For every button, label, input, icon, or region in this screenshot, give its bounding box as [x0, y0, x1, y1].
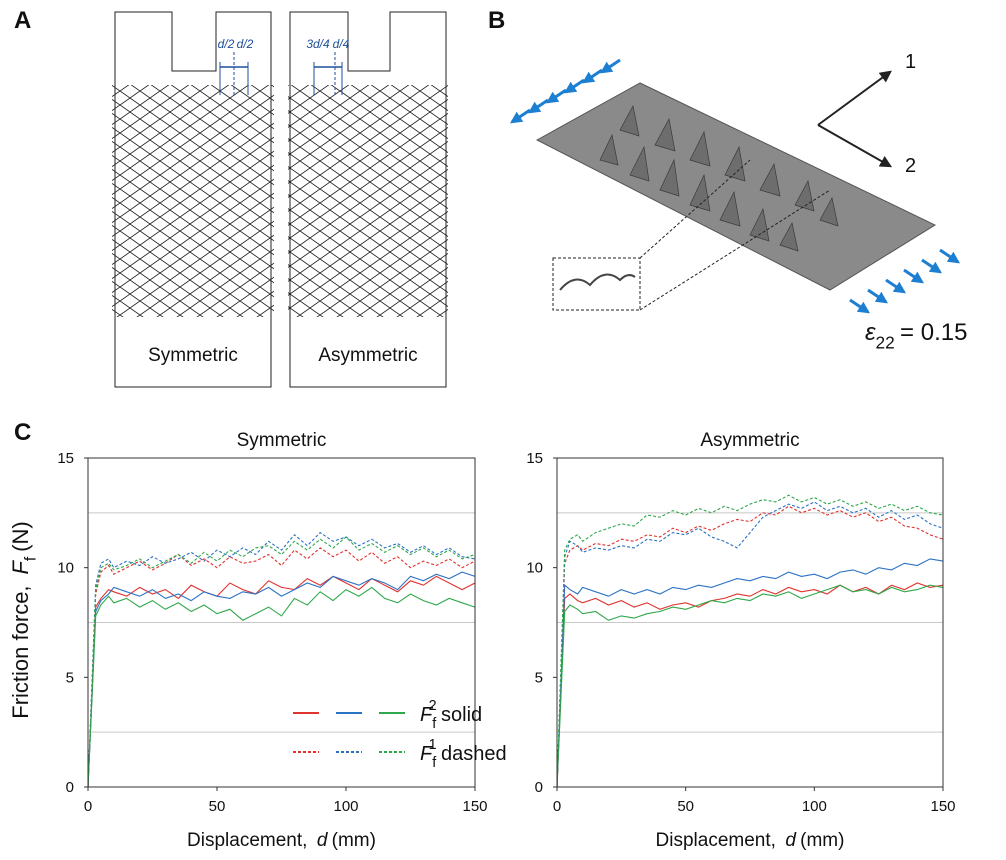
panel-label: C: [14, 419, 31, 446]
x-tick-label: 50: [677, 798, 694, 815]
text-part: = 0.15: [900, 319, 967, 346]
dimension-label: d/2: [237, 37, 254, 51]
y-tick-label: 0: [66, 779, 74, 796]
y-tick-label: 15: [526, 450, 543, 467]
specimen-right: [288, 11, 448, 388]
x-tick-label: 0: [553, 798, 561, 815]
series-line: [87, 536, 476, 788]
chart-title: Asymmetric: [700, 430, 799, 451]
text-part: F: [420, 743, 434, 765]
legend-label: Ff 1 dashed: [420, 737, 507, 771]
scale-mesh: [112, 85, 274, 317]
specimen-label: Asymmetric: [318, 345, 417, 366]
x-tick-label: 0: [84, 798, 92, 815]
text-part: Friction force,: [8, 579, 33, 718]
plot-frame: [556, 457, 944, 788]
dimension-label: d/2: [218, 37, 235, 51]
text-part: d: [785, 830, 797, 851]
x-axis-label: Displacement, d (mm): [187, 830, 376, 851]
dimension-label: 3d/4: [306, 37, 330, 51]
y-tick-label: 5: [66, 669, 74, 686]
x-tick-label: 150: [930, 798, 955, 815]
y-axis-label: Friction force, Ff (N): [8, 521, 40, 718]
plot-frame: [87, 457, 476, 788]
series-line: [556, 505, 944, 788]
text-part: Displacement,: [187, 830, 313, 851]
text-part: 1: [429, 737, 437, 753]
series-line: [87, 571, 476, 788]
x-tick-label: 50: [209, 798, 226, 815]
series-line: [87, 531, 476, 788]
specimen-left: [112, 11, 274, 388]
strain-label: ε22 = 0.15: [865, 319, 967, 352]
text-part: (mm): [332, 830, 376, 851]
series-line: [556, 494, 944, 788]
text-part: solid: [441, 704, 482, 726]
panel-label: B: [488, 7, 505, 34]
text-part: f: [432, 716, 437, 732]
text-part: ε: [865, 319, 876, 346]
text-part: Displacement,: [656, 830, 782, 851]
series-line: [87, 547, 476, 788]
x-tick-label: 150: [462, 798, 487, 815]
y-tick-label: 10: [526, 560, 543, 577]
x-tick-label: 100: [802, 798, 827, 815]
axis-name: 1: [905, 51, 916, 73]
series-line: [556, 582, 944, 788]
y-tick-label: 5: [535, 669, 543, 686]
chart-title: Symmetric: [237, 430, 327, 451]
direction-axes: [817, 70, 893, 168]
x-axis-label: Displacement, d (mm): [656, 830, 845, 851]
panel-label: A: [14, 7, 31, 34]
text-part: F: [420, 704, 434, 726]
series-line: [556, 558, 944, 788]
scale-mesh: [288, 85, 448, 317]
text-part: (mm): [800, 830, 844, 851]
axis-name: 2: [905, 155, 916, 177]
dimension-label: d/4: [333, 37, 350, 51]
legend-label: Ff 2 solid: [420, 698, 482, 732]
text-part: f: [432, 755, 437, 771]
text-part: 22: [876, 332, 895, 352]
stretched-sheet: [535, 82, 937, 311]
y-tick-label: 0: [535, 779, 543, 796]
load-arrows: [510, 58, 960, 314]
text-part: 2: [429, 698, 437, 714]
y-tick-label: 10: [57, 560, 74, 577]
series-line: [556, 501, 944, 788]
text-part: f: [23, 556, 40, 561]
text-part: F: [8, 560, 33, 575]
text-part: d: [317, 830, 329, 851]
text-part: dashed: [441, 743, 507, 765]
x-tick-label: 100: [333, 798, 358, 815]
y-tick-label: 15: [57, 450, 74, 467]
series-line: [87, 586, 476, 788]
specimen-label: Symmetric: [148, 345, 238, 366]
text-part: (N): [8, 521, 33, 552]
series-line: [556, 584, 944, 788]
